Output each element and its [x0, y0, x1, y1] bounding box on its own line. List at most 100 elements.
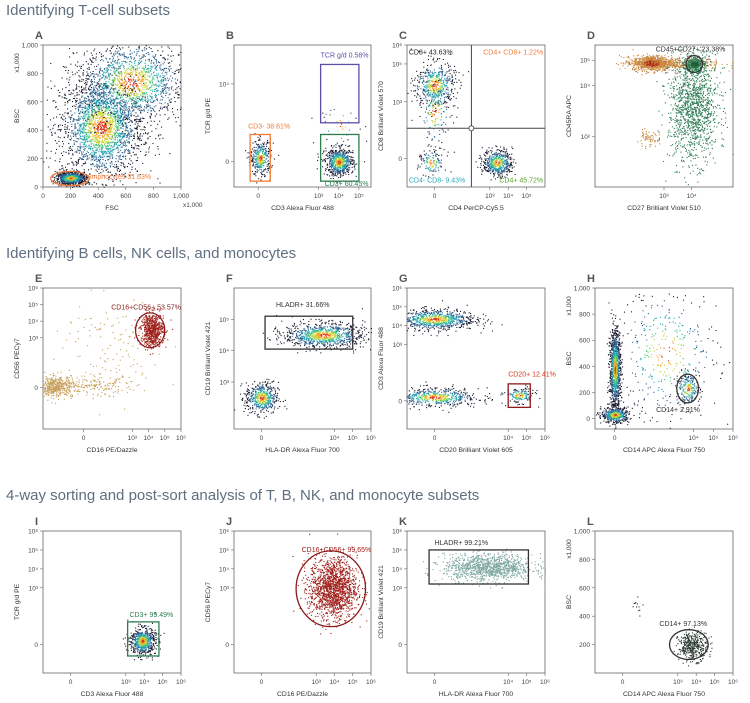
- data-point: [94, 99, 96, 101]
- data-point: [81, 128, 83, 130]
- data-point: [119, 53, 121, 55]
- data-point: [61, 165, 63, 167]
- data-point: [150, 89, 152, 91]
- data-point: [73, 133, 75, 135]
- data-point: [96, 148, 98, 150]
- data-point: [87, 73, 89, 75]
- data-point: [93, 135, 95, 137]
- data-point: [50, 87, 52, 89]
- data-point: [98, 101, 100, 103]
- data-point: [84, 111, 86, 113]
- data-point: [124, 109, 126, 111]
- data-point: [150, 86, 152, 88]
- data-point: [137, 138, 139, 140]
- data-point: [87, 137, 89, 139]
- data-point: [88, 87, 90, 89]
- data-point: [105, 184, 107, 186]
- data-point: [354, 163, 356, 165]
- data-point: [92, 149, 94, 151]
- data-point: [120, 112, 122, 114]
- data-point: [128, 73, 130, 75]
- data-point: [78, 112, 80, 114]
- data-point: [170, 98, 172, 100]
- data-point: [138, 148, 140, 150]
- data-point: [100, 108, 102, 110]
- data-point: [93, 145, 95, 147]
- data-point: [115, 70, 117, 72]
- data-point: [93, 115, 95, 117]
- data-point: [148, 46, 150, 48]
- data-point: [91, 122, 93, 124]
- data-point: [129, 150, 131, 152]
- data-point: [124, 56, 126, 58]
- data-point: [72, 52, 74, 54]
- data-point: [80, 130, 82, 132]
- data-point: [154, 100, 156, 102]
- data-point: [91, 79, 93, 81]
- data-point: [102, 152, 104, 154]
- data-point: [105, 81, 107, 83]
- data-point: [121, 100, 123, 102]
- data-point: [98, 154, 100, 156]
- data-point: [79, 126, 81, 128]
- data-point: [124, 166, 126, 168]
- data-point: [51, 134, 53, 136]
- data-point: [90, 81, 92, 83]
- data-point: [98, 86, 100, 88]
- data-point: [95, 134, 97, 136]
- data-point: [82, 116, 84, 118]
- data-point: [111, 141, 113, 143]
- data-point: [138, 78, 140, 80]
- data-point: [68, 163, 70, 165]
- data-point: [97, 140, 99, 142]
- data-point: [131, 62, 133, 64]
- data-point: [115, 158, 117, 160]
- data-point: [93, 151, 95, 153]
- data-point: [81, 180, 83, 182]
- data-point: [126, 102, 128, 104]
- data-point: [119, 110, 121, 112]
- data-point: [104, 160, 106, 162]
- data-point: [119, 122, 121, 124]
- data-point: [119, 136, 121, 138]
- data-point: [69, 147, 71, 149]
- data-point: [134, 62, 136, 64]
- data-point: [75, 161, 77, 163]
- data-point: [134, 87, 136, 89]
- data-point: [170, 55, 172, 57]
- data-point: [122, 85, 124, 87]
- data-point: [93, 102, 95, 104]
- data-point: [114, 110, 116, 112]
- data-point: [133, 79, 135, 81]
- data-point: [99, 97, 101, 99]
- data-point: [141, 56, 143, 58]
- data-point: [260, 165, 262, 167]
- data-point: [94, 94, 96, 96]
- data-point: [177, 69, 179, 71]
- data-point: [131, 129, 133, 131]
- data-point: [124, 149, 126, 151]
- data-point: [140, 61, 142, 63]
- data-point: [114, 79, 116, 81]
- data-point: [178, 71, 180, 73]
- data-point: [100, 144, 102, 146]
- data-point: [125, 129, 127, 131]
- data-point: [66, 172, 68, 174]
- data-point: [100, 124, 102, 126]
- data-point: [103, 121, 105, 123]
- data-point: [268, 164, 270, 166]
- data-point: [126, 118, 128, 120]
- data-point: [108, 92, 110, 94]
- data-point: [106, 135, 108, 137]
- data-point: [97, 127, 99, 129]
- x-tick-label: 10⁴: [334, 193, 344, 200]
- data-point: [86, 138, 88, 140]
- data-point: [77, 115, 79, 117]
- data-point: [74, 175, 76, 177]
- data-point: [326, 166, 328, 168]
- data-point: [124, 93, 126, 95]
- data-point: [87, 123, 89, 125]
- data-point: [164, 71, 166, 73]
- data-point: [90, 132, 92, 134]
- data-point: [105, 82, 107, 84]
